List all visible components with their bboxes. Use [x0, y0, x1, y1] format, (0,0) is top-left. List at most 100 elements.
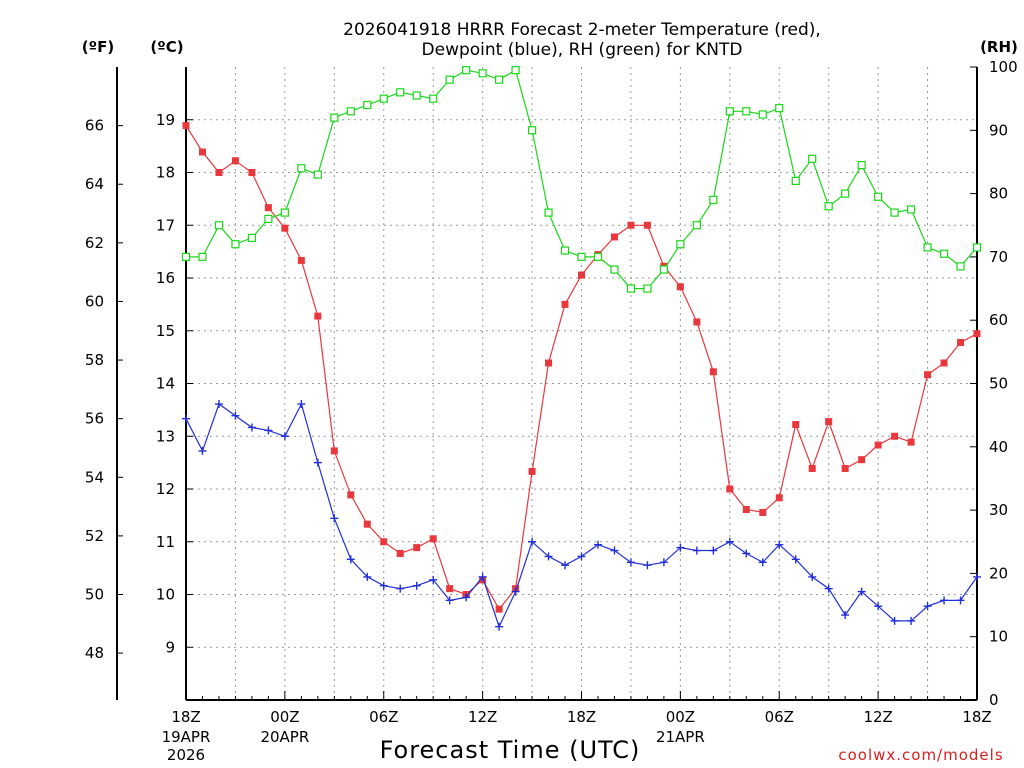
temperature-point	[231, 157, 239, 165]
x-tick-label: 06Z	[369, 708, 398, 726]
dewpoint-point	[313, 458, 322, 467]
rh-tick-label: 30	[989, 501, 1008, 519]
rh-tick-label: 0	[989, 691, 999, 709]
rh-point	[659, 265, 668, 274]
x-date-label: 21APR	[656, 728, 705, 746]
x-tick-label: 12Z	[863, 708, 892, 726]
temperature-point	[726, 485, 734, 493]
dewpoint-point	[956, 596, 965, 605]
rh-point	[972, 243, 982, 252]
rh-point	[610, 265, 619, 274]
rh-tick-label: 70	[989, 248, 1008, 266]
dewpoint-point	[643, 561, 652, 570]
rh-point	[758, 110, 767, 119]
fahrenheit-tick-label: 54	[85, 468, 104, 486]
celsius-tick-label: 13	[156, 427, 175, 445]
rh-point	[791, 176, 800, 186]
dewpoint-point	[775, 540, 784, 549]
dewpoint-point	[758, 558, 767, 567]
fahrenheit-tick-label: 60	[85, 292, 104, 310]
dewpoint-point	[857, 587, 866, 596]
dewpoint-point	[808, 572, 817, 581]
celsius-tick-label: 12	[156, 480, 175, 498]
dewpoint-point	[890, 616, 899, 625]
temperature-point	[495, 605, 503, 613]
temperature-point	[545, 359, 553, 367]
temperature-point	[578, 271, 585, 279]
dewpoint-point	[973, 572, 981, 581]
rh-point	[445, 75, 454, 84]
temperature-point	[627, 221, 635, 229]
x-tick-label: 18Z	[171, 708, 200, 726]
fahrenheit-tick-label: 64	[85, 175, 104, 193]
temperature-point	[759, 508, 767, 516]
dewpoint-point	[511, 587, 520, 596]
dewpoint-point	[346, 555, 355, 564]
temperature-point	[973, 330, 981, 338]
celsius-tick-label: 14	[156, 375, 175, 393]
temperature-point	[528, 467, 536, 475]
rh-point	[577, 252, 586, 261]
dewpoint-point	[330, 514, 339, 523]
rh-point	[495, 75, 504, 84]
temperature-point	[182, 122, 190, 130]
temperature-point	[924, 371, 932, 379]
celsius-tick-label: 19	[156, 111, 175, 129]
dewpoint-point	[462, 593, 471, 602]
rh-point	[264, 214, 273, 224]
temperature-point	[742, 506, 750, 514]
temperature-point	[363, 520, 371, 528]
rh-point	[511, 66, 520, 75]
fahrenheit-tick-label: 62	[85, 234, 104, 252]
dewpoint-point	[264, 426, 273, 435]
rh-point	[181, 252, 191, 261]
rh-unit-label: (RH)	[980, 38, 1018, 56]
dewpoint-point	[198, 446, 207, 455]
temperature-point	[281, 224, 289, 232]
dewpoint-point	[396, 584, 405, 593]
temperature-point	[264, 204, 272, 212]
temperature-point	[891, 432, 899, 440]
dewpoint-series	[182, 400, 981, 631]
celsius-tick-label: 16	[156, 269, 175, 287]
dewpoint-point	[824, 584, 833, 593]
temperature-point	[561, 300, 569, 308]
temperature-point	[957, 338, 965, 346]
rh-point	[890, 208, 899, 217]
rh-point	[527, 126, 537, 135]
temperature-point	[330, 447, 338, 455]
rh-point	[775, 104, 784, 113]
dewpoint-point	[445, 596, 454, 605]
x-tick-label: 00Z	[666, 708, 695, 726]
dewpoint-point	[412, 581, 421, 590]
x-tick-label: 18Z	[567, 708, 596, 726]
rh-point	[462, 66, 471, 75]
dewpoint-point	[659, 558, 668, 567]
dewpoint-point	[940, 596, 949, 605]
rh-point	[396, 88, 405, 97]
dewpoint-point	[363, 572, 372, 581]
dewpoint-point	[692, 546, 701, 555]
rh-point	[906, 205, 916, 214]
rh-tick-label: 60	[989, 311, 1008, 329]
temperature-point	[215, 169, 223, 176]
dewpoint-point	[280, 432, 289, 441]
dewpoint-point	[429, 575, 438, 584]
temperature-point	[446, 585, 454, 593]
rh-point	[824, 202, 833, 211]
rh-point	[742, 107, 751, 116]
x-tick-label: 12Z	[468, 708, 497, 726]
temperature-point	[775, 494, 783, 502]
chart-title-line2: Dewpoint (blue), RH (green) for KNTD	[422, 40, 743, 60]
fahrenheit-tick-label: 56	[85, 410, 104, 428]
temperature-point	[808, 464, 816, 472]
rh-point	[841, 189, 850, 198]
dewpoint-line	[185, 402, 978, 629]
rh-point	[280, 208, 289, 217]
dewpoint-point	[182, 414, 190, 423]
dewpoint-point	[923, 602, 932, 611]
rh-point	[593, 252, 603, 261]
axes	[116, 66, 978, 701]
temperature-point	[676, 283, 684, 291]
temperature-point	[297, 256, 305, 264]
